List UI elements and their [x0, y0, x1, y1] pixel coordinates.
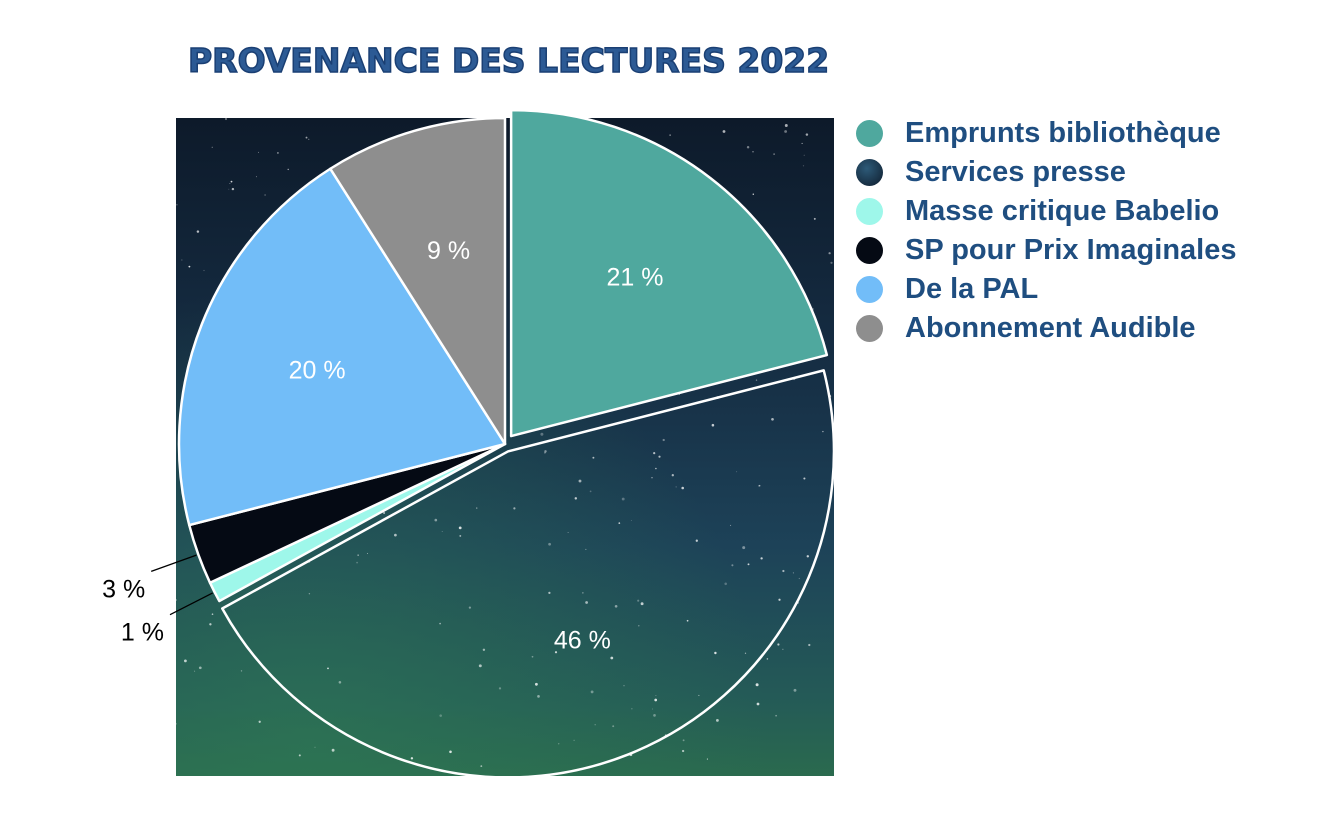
pie-slices	[177, 108, 836, 779]
leader-line-masse-critique-babelio	[169, 592, 213, 616]
slice-label-emprunts-bibliotheque: 21 %	[607, 263, 664, 291]
pie-slice-de-la-pal	[177, 167, 507, 527]
pie-slice-abonnement-audible	[329, 116, 507, 446]
slice-label-services-presse: 46 %	[554, 626, 611, 654]
legend: Emprunts bibliothèque Services presse Mass…	[856, 114, 1236, 348]
slice-label-masse-critique-babelio: 1 %	[121, 619, 164, 647]
legend-label: Masse critique Babelio	[905, 195, 1220, 227]
legend-item-sp-pour-prix-imaginales: SP pour Prix Imaginales	[856, 231, 1236, 270]
legend-item-de-la-pal: De la PAL	[856, 270, 1236, 309]
legend-label: De la PAL	[905, 273, 1039, 305]
legend-label: Emprunts bibliothèque	[905, 117, 1221, 149]
legend-swatch	[856, 237, 883, 264]
slice-label-de-la-pal: 20 %	[289, 357, 346, 385]
legend-swatch	[856, 315, 883, 342]
legend-swatch	[856, 276, 883, 303]
slice-label-sp-pour-prix-imaginales: 3 %	[102, 575, 145, 603]
legend-item-masse-critique-babelio: Masse critique Babelio	[856, 192, 1236, 231]
legend-item-emprunts-bibliotheque: Emprunts bibliothèque	[856, 114, 1236, 153]
pie-labels: 21 % 46 % 1 % 3 % 20 % 9 %	[102, 237, 663, 655]
legend-item-services-presse: Services presse	[856, 153, 1236, 192]
pie-slice-services-presse	[221, 369, 836, 779]
legend-item-abonnement-audible: Abonnement Audible	[856, 309, 1236, 348]
slice-label-abonnement-audible: 9 %	[427, 237, 470, 265]
chart-title: Provenance des lectures 2022	[187, 40, 830, 81]
legend-swatch	[856, 198, 883, 225]
legend-label: SP pour Prix Imaginales	[905, 234, 1237, 266]
legend-label: Services presse	[905, 156, 1126, 188]
legend-label: Abonnement Audible	[905, 312, 1196, 344]
legend-swatch	[856, 120, 883, 147]
leader-line-sp-pour-prix-imaginales	[150, 554, 197, 573]
legend-swatch	[856, 159, 883, 186]
pie-slice-emprunts-bibliotheque	[509, 108, 829, 438]
